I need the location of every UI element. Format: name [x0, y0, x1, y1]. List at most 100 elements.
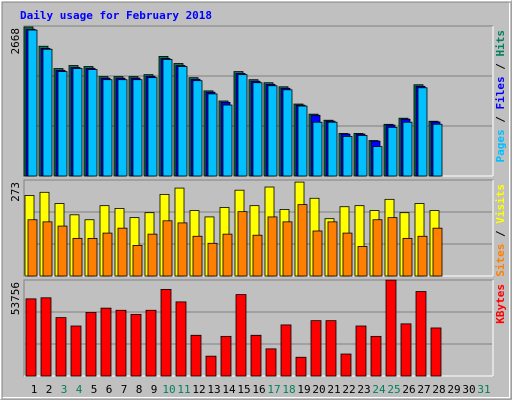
bar	[25, 298, 37, 377]
legend-separator: /	[494, 57, 507, 77]
x-tick-label: 21	[327, 383, 340, 396]
bar	[297, 105, 308, 177]
bar	[162, 59, 173, 177]
x-tick-label: 28	[432, 383, 445, 396]
bar	[355, 325, 367, 377]
bar	[250, 334, 262, 377]
bar	[402, 237, 413, 277]
legend-entry: KBytes	[494, 284, 507, 324]
bar	[327, 221, 338, 277]
bar	[130, 313, 142, 377]
bar	[267, 85, 278, 177]
bar	[57, 225, 68, 277]
bar	[282, 221, 293, 277]
legend-entry: Pages	[494, 129, 507, 162]
x-tick-label: 14	[222, 383, 236, 396]
bar	[27, 29, 38, 177]
bar	[72, 68, 83, 177]
bar	[387, 126, 398, 177]
bar	[432, 227, 443, 277]
bar	[145, 309, 157, 377]
bar	[132, 79, 143, 177]
bar	[192, 235, 203, 277]
bar	[340, 353, 352, 377]
bar	[400, 323, 412, 377]
x-tick-label: 27	[417, 383, 430, 396]
x-tick-label: 20	[312, 383, 325, 396]
legend-separator: /	[494, 224, 507, 244]
bar	[432, 123, 443, 177]
bar	[162, 220, 173, 277]
x-tick-label: 7	[121, 383, 128, 396]
bar	[325, 320, 337, 377]
x-tick-label: 30	[462, 383, 475, 396]
y-tick-label: 273	[9, 182, 22, 202]
legend-separator: /	[494, 110, 507, 130]
bar	[57, 71, 68, 177]
bar	[237, 74, 248, 177]
x-tick-label: 29	[447, 383, 460, 396]
bar	[342, 136, 353, 177]
x-tick-label: 9	[151, 383, 158, 396]
y-tick-label: 53756	[9, 282, 22, 315]
legend: Sites / Visits	[494, 184, 507, 277]
bar	[192, 80, 203, 177]
x-tick-label: 6	[106, 383, 113, 396]
x-tick-label: 5	[91, 383, 98, 396]
bar	[100, 307, 112, 377]
bar	[417, 235, 428, 277]
bar	[295, 356, 307, 377]
x-tick-label: 12	[192, 383, 205, 396]
bar	[280, 324, 292, 377]
bar	[310, 320, 322, 377]
bar	[207, 93, 218, 177]
bar	[115, 309, 127, 377]
bar	[235, 294, 247, 377]
legend-entry: Files	[494, 76, 507, 109]
bar	[327, 121, 338, 177]
x-tick-label: 4	[76, 383, 83, 396]
bar	[372, 146, 383, 177]
x-tick-label: 25	[387, 383, 400, 396]
bar	[42, 221, 53, 277]
bar	[27, 219, 38, 277]
x-tick-label: 16	[252, 383, 265, 396]
bar	[55, 317, 67, 377]
x-tick-label: 22	[342, 383, 355, 396]
x-tick-label: 2	[46, 383, 53, 396]
bar	[252, 234, 263, 277]
bar	[312, 230, 323, 277]
bar	[282, 89, 293, 177]
chart-title: Daily usage for February 2018	[20, 9, 212, 22]
bar	[175, 301, 187, 377]
bar	[385, 279, 397, 377]
bar	[312, 121, 323, 177]
legend: KBytes	[494, 284, 507, 324]
x-tick-label: 11	[177, 383, 190, 396]
x-tick-label: 23	[357, 383, 370, 396]
bar	[205, 355, 217, 377]
bar	[72, 237, 83, 277]
y-tick-label: 2668	[9, 28, 22, 55]
bar	[372, 219, 383, 277]
bar	[252, 82, 263, 177]
bar	[265, 348, 277, 377]
x-tick-label: 31	[477, 383, 490, 396]
bar	[177, 222, 188, 277]
bar	[342, 232, 353, 277]
bar	[87, 237, 98, 277]
x-tick-label: 3	[61, 383, 68, 396]
bar	[402, 121, 413, 177]
bar	[207, 242, 218, 277]
x-tick-label: 18	[282, 383, 295, 396]
bar	[85, 312, 97, 377]
bar	[147, 77, 158, 177]
bar	[267, 216, 278, 277]
x-tick-label: 19	[297, 383, 310, 396]
legend: Pages / Files / Hits	[494, 30, 507, 163]
bar	[357, 135, 368, 177]
bar	[237, 211, 248, 277]
